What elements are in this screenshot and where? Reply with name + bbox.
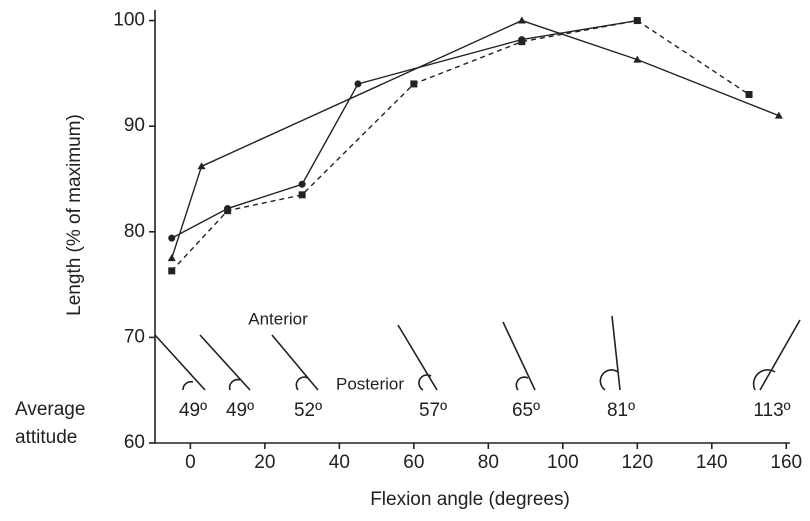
y-axis-label: Length (% of maximum) xyxy=(64,114,85,316)
marker xyxy=(745,90,753,98)
series-line xyxy=(171,19,638,239)
attitude-label: 57º xyxy=(419,400,447,421)
marker xyxy=(354,80,362,88)
limb-icon xyxy=(397,324,438,391)
attitude-label: 113º xyxy=(753,400,790,421)
marker xyxy=(298,191,306,199)
limb-icon xyxy=(599,315,621,391)
marker xyxy=(224,207,232,215)
series-line xyxy=(171,19,750,272)
marker xyxy=(168,234,176,242)
marker xyxy=(633,17,641,25)
annotation: Posterior xyxy=(336,374,404,393)
limb-icon xyxy=(502,321,536,391)
y-tick-label: 60 xyxy=(124,432,145,453)
marker xyxy=(168,267,176,275)
limb-icon xyxy=(752,319,801,391)
attitude-label: 49º xyxy=(226,400,254,421)
y-tick-label: 80 xyxy=(124,221,145,242)
attitude-label: 49º xyxy=(179,400,207,421)
y-tick-label: 70 xyxy=(124,326,145,347)
limb-icon xyxy=(199,334,251,391)
marker xyxy=(410,80,418,88)
x-tick-label: 100 xyxy=(547,452,579,473)
limb-icons xyxy=(154,315,801,391)
x-tick-label: 60 xyxy=(403,452,424,473)
x-tick-label: 140 xyxy=(696,452,728,473)
x-tick-label: 160 xyxy=(770,452,802,473)
attitude-title: Average xyxy=(15,399,85,420)
x-tick-label: 0 xyxy=(185,452,196,473)
marker xyxy=(633,55,642,63)
y-tick-label: 100 xyxy=(113,10,145,31)
attitude-label: 65º xyxy=(512,400,540,421)
annotation: Anterior xyxy=(248,309,308,328)
x-tick-label: 80 xyxy=(478,452,499,473)
series-line xyxy=(171,19,780,259)
marker xyxy=(518,38,526,46)
x-tick-label: 40 xyxy=(329,452,350,473)
y-tick-label: 90 xyxy=(124,115,145,136)
limb-icon xyxy=(271,334,319,391)
marker xyxy=(774,111,783,119)
attitude-title: attitude xyxy=(15,427,77,448)
marker xyxy=(517,16,526,24)
marker xyxy=(298,180,306,188)
marker xyxy=(197,162,206,170)
x-axis-label: Flexion angle (degrees) xyxy=(370,489,570,510)
x-tick-label: 120 xyxy=(621,452,653,473)
x-tick-label: 20 xyxy=(254,452,275,473)
limb-icon xyxy=(154,334,206,391)
attitude-label: 81º xyxy=(607,400,635,421)
attitude-label: 52º xyxy=(294,400,322,421)
marker xyxy=(167,254,176,262)
